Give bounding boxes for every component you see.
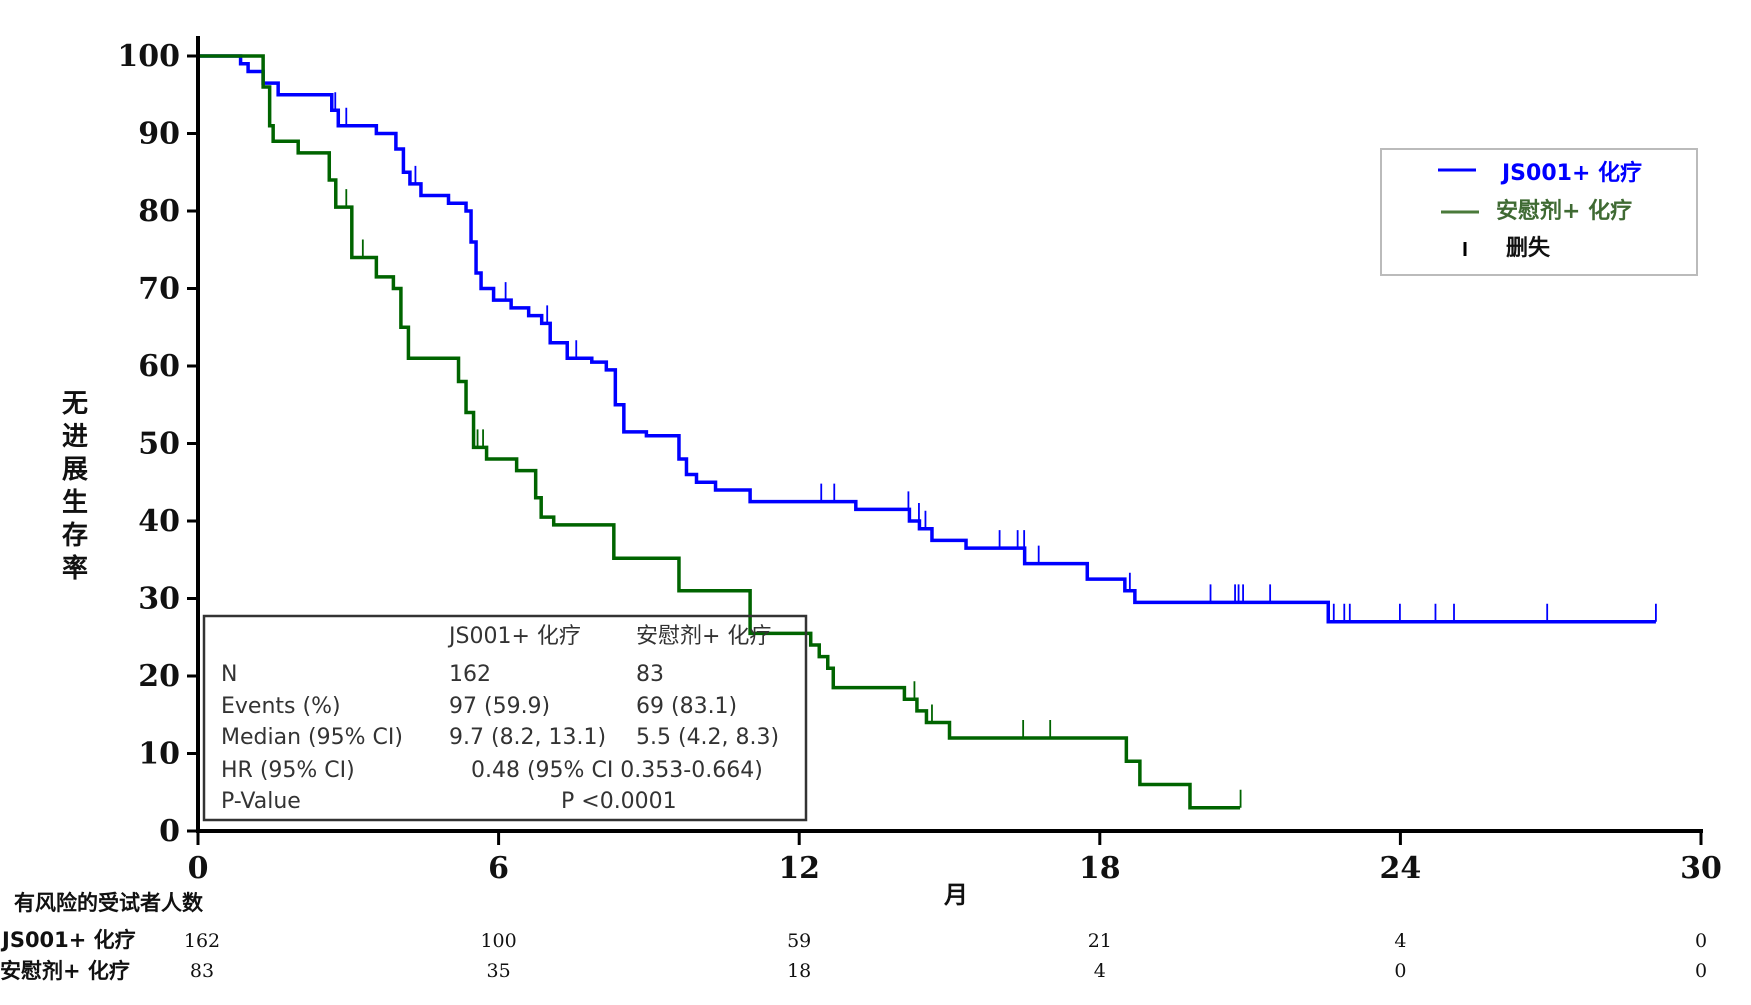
y-axis-title-char: 展 [62,455,88,485]
risk-count: 59 [787,930,811,952]
km-curve-series-0 [198,54,1656,624]
stats-label: P-Value [221,789,301,814]
legend-label-placebo: 安慰剂+ 化疗 [1496,198,1632,224]
stats-label: HR (95% CI) [221,758,355,783]
y-tick-label: 70 [138,272,180,307]
y-tick-label: 100 [117,39,180,74]
stats-value: 69 (83.1) [636,694,737,719]
stats-label: Events (%) [221,694,341,719]
stats-value: 83 [636,662,664,687]
y-axis-title-char: 率 [62,553,88,584]
risk-count: 0 [1695,930,1707,952]
legend-label-js001: JS001+ 化疗 [1500,160,1642,186]
stats-value: 162 [449,662,491,687]
risk-count: 162 [184,930,220,952]
risk-count: 0 [1695,960,1707,982]
stats-value: 97 (59.9) [449,694,550,719]
y-tick-label: 60 [138,349,180,384]
y-axis-title: 无进展生存率 [62,389,88,584]
stats-label: N [221,662,237,687]
stats-value: 9.7 (8.2, 13.1) [449,725,606,750]
risk-count: 83 [190,960,214,982]
risk-row-label: 安慰剂+ 化疗 [0,959,130,983]
y-tick-label: 50 [138,427,180,462]
stats-label: Median (95% CI) [221,725,403,750]
hr-value: 0.48 (95% CI 0.353-0.664) [471,758,763,783]
risk-table: 有风险的受试者人数 JS001+ 化疗 安慰剂+ 化疗 162 100 59 21 4 0… [0,891,1707,983]
p-value: P <0.0001 [561,789,677,814]
axes: 0 10 20 30 40 50 60 70 80 90 100 0 6 12 18 24 30 [117,36,1722,886]
y-axis-title-char: 无 [62,389,88,419]
legend-label-censor: 删失 [1506,236,1551,261]
y-tick-label: 80 [138,194,180,229]
x-tick-label: 24 [1380,851,1422,886]
y-axis-title-char: 生 [62,488,88,518]
risk-row-label: JS001+ 化疗 [0,928,136,952]
risk-count: 35 [487,960,511,982]
km-curve-series-1 [198,54,1241,810]
stats-value: 5.5 (4.2, 8.3) [636,725,779,750]
risk-count: 4 [1094,960,1106,982]
risk-count: 0 [1394,960,1406,982]
risk-count: 4 [1394,930,1406,952]
curves [198,54,1657,810]
y-tick-label: 0 [159,814,180,849]
y-tick-label: 40 [138,504,180,539]
x-tick-label: 12 [778,851,820,886]
stats-header-b: 安慰剂+ 化疗 [636,624,771,649]
y-tick-label: 20 [138,659,180,694]
y-axis-title-char: 进 [62,422,88,452]
legend: JS001+ 化疗 安慰剂+ 化疗 删失 [1380,148,1698,276]
risk-count: 18 [787,960,811,982]
risk-table-title: 有风险的受试者人数 [14,891,204,915]
x-tick-label: 6 [488,851,509,886]
x-tick-label: 18 [1079,851,1121,886]
y-tick-label: 10 [138,737,180,772]
stats-header-a: JS001+ 化疗 [447,624,581,649]
y-tick-label: 30 [138,582,180,617]
x-tick-label: 30 [1680,851,1722,886]
stats-box: JS001+ 化疗 安慰剂+ 化疗 N 162 83 Events (%) 97… [202,614,808,822]
x-axis-title: 月 [943,881,968,909]
risk-count: 21 [1088,930,1112,952]
y-axis-title-char: 存 [62,521,88,551]
risk-count: 100 [480,930,516,952]
y-tick-label: 90 [138,117,180,152]
x-tick-label: 0 [188,851,209,886]
